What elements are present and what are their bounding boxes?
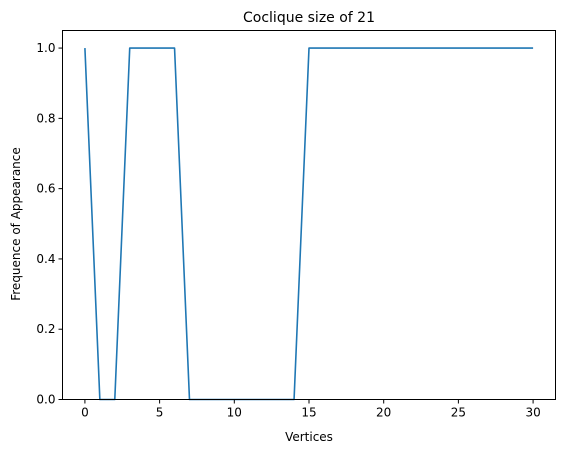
x-tick-label: 10 xyxy=(227,406,242,420)
y-tick-label: 0.8 xyxy=(36,111,55,125)
x-tick-label: 20 xyxy=(376,406,391,420)
y-tick-label: 0.6 xyxy=(36,182,55,196)
y-axis-label: Frequence of Appearance xyxy=(9,147,23,301)
chart-title: Coclique size of 21 xyxy=(243,10,375,26)
plot-frame xyxy=(62,30,556,400)
y-tick-label: 0.4 xyxy=(36,252,55,266)
y-tick-label: 1.0 xyxy=(36,41,55,55)
x-tick-label: 0 xyxy=(81,406,89,420)
series-line xyxy=(84,47,534,401)
x-axis-label: Vertices xyxy=(285,430,333,444)
plot-area xyxy=(84,47,534,401)
x-axis: 0 5 10 15 20 25 30 xyxy=(81,399,541,420)
x-tick-label: 5 xyxy=(156,406,164,420)
x-tick-label: 30 xyxy=(525,406,540,420)
y-tick-label: 0.0 xyxy=(36,393,55,407)
x-tick-label: 15 xyxy=(301,406,316,420)
y-tick-label: 0.2 xyxy=(36,322,55,336)
x-tick-label: 25 xyxy=(451,406,466,420)
y-axis: 0.0 0.2 0.4 0.6 0.8 1.0 xyxy=(36,41,63,407)
